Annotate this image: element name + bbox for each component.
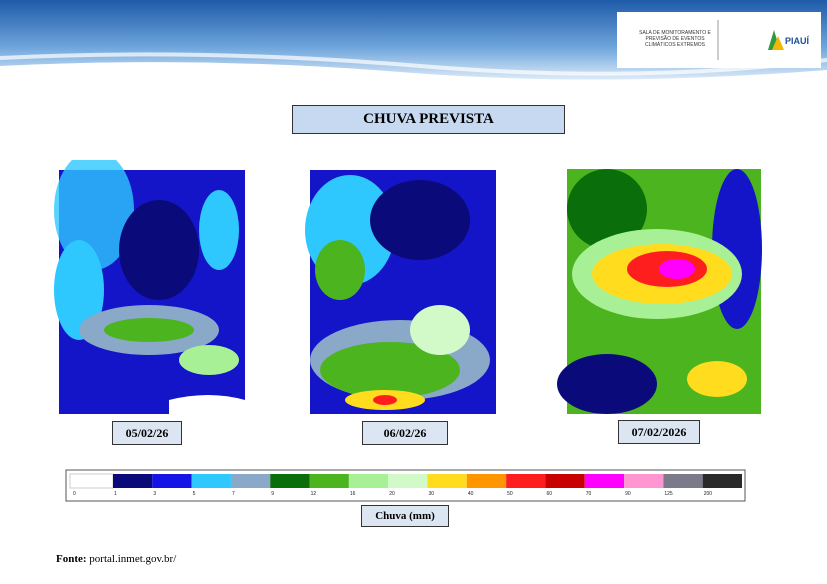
- legend-swatch: [270, 474, 310, 488]
- logo-text: CLIMÁTICOS EXTREMOS: [645, 41, 706, 48]
- legend-tick: 1: [114, 491, 117, 497]
- map: [54, 160, 245, 414]
- legend-tick: 50: [507, 491, 513, 497]
- map-date: 06/02/26: [362, 421, 448, 445]
- legend-tick: 40: [468, 491, 474, 497]
- legend-swatch: [663, 474, 703, 488]
- header-banner: SALA DE MONITORAMENTO E PREVISÃO DE EVEN…: [0, 0, 827, 80]
- legend-tick: 16: [350, 491, 356, 497]
- legend-swatch: [69, 473, 114, 489]
- legend-tick: 20: [389, 491, 395, 497]
- source: Fonte: portal.inmet.gov.br/: [56, 553, 176, 565]
- legend-swatch: [388, 474, 428, 488]
- legend-swatch: [506, 474, 546, 488]
- legend-swatch: [230, 474, 271, 488]
- legend-swatch: [191, 474, 231, 488]
- logo-text: PREVISÃO DE EVENTOS: [645, 35, 705, 42]
- legend-swatch: [545, 474, 585, 488]
- legend-swatch: [584, 474, 625, 488]
- legend-swatch: [309, 474, 349, 488]
- legend-tick: 9: [271, 491, 274, 497]
- title: CHUVA PREVISTA: [292, 105, 565, 134]
- source-text: portal.inmet.gov.br/: [89, 553, 177, 565]
- legend-swatch: [466, 474, 507, 488]
- map-date: 07/02/2026: [618, 420, 700, 444]
- legend-tick: 30: [429, 491, 435, 497]
- legend-tick: 7: [232, 491, 235, 497]
- logo-state: PIAUÍ: [785, 36, 810, 46]
- logo-text: SALA DE MONITORAMENTO E: [639, 30, 711, 36]
- legend-swatch: [348, 474, 389, 488]
- legend-tick: 200: [704, 491, 713, 497]
- legend-tick: 60: [546, 491, 552, 497]
- legend-tick: 0: [73, 491, 76, 497]
- legend-swatch: [113, 474, 153, 488]
- legend-label: Chuva (mm): [361, 505, 449, 527]
- legend-tick: 70: [586, 491, 592, 497]
- legend-swatch: [427, 474, 467, 488]
- legend-swatch: [152, 474, 192, 488]
- source-label: Fonte:: [56, 553, 87, 565]
- legend-swatch: [624, 474, 664, 488]
- legend-swatch: [702, 474, 742, 488]
- legend-tick: 125: [664, 491, 673, 497]
- legend-tick: 90: [625, 491, 631, 497]
- map: [305, 170, 496, 414]
- legend-tick: 12: [311, 491, 317, 497]
- map: [557, 169, 762, 414]
- legend: 0 1 3 5 7 9 12 16 20 30 40 50 60 70 90 125 200: [65, 469, 746, 502]
- maps: [54, 160, 762, 414]
- map-date: 05/02/26: [112, 421, 182, 445]
- legend-tick: 5: [193, 491, 196, 497]
- legend-tick: 3: [153, 491, 156, 497]
